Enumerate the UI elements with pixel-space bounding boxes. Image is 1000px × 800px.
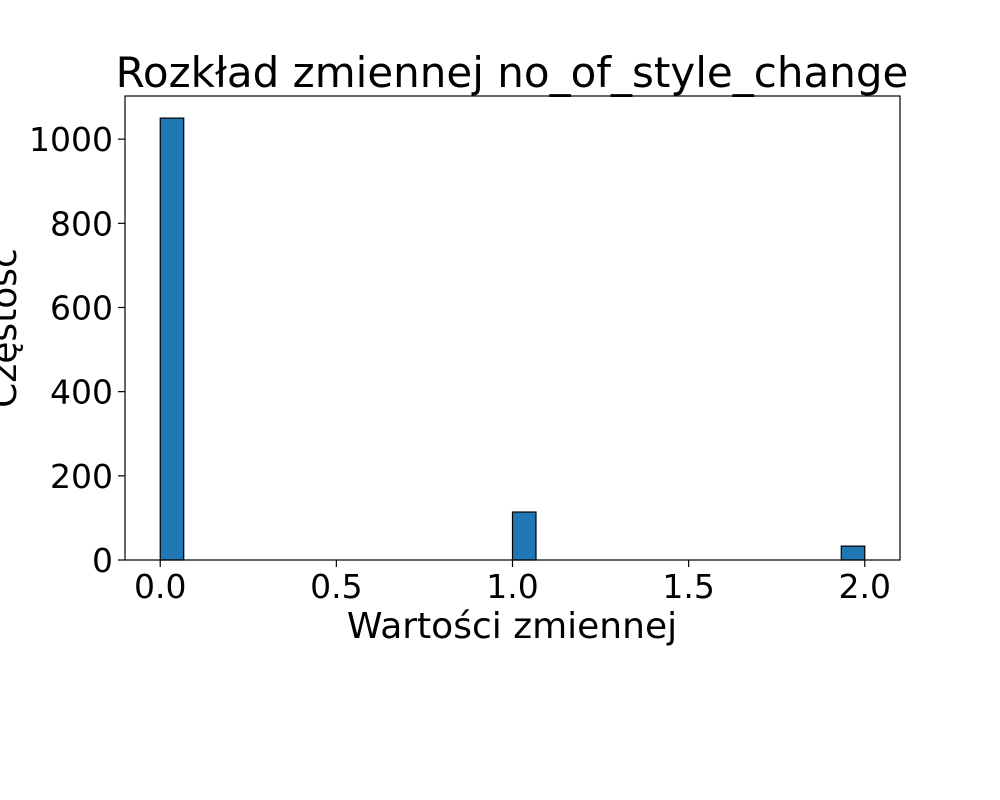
- y-tick-label: 800: [50, 204, 113, 243]
- x-axis-ticks: 0.0 0.5 1.0 1.5 2.0: [134, 560, 891, 606]
- y-tick-label: 1000: [29, 120, 113, 159]
- x-tick-label: 0.5: [310, 567, 362, 606]
- y-tick-label: 600: [50, 288, 113, 327]
- y-tick-label: 0: [92, 541, 113, 580]
- y-axis-label: Częstość: [0, 248, 25, 408]
- histogram-bar-0: [159, 117, 185, 561]
- y-tick-label: 400: [50, 373, 113, 412]
- y-tick-label: 200: [50, 457, 113, 496]
- plot-frame: [124, 95, 901, 561]
- x-axis-label: Wartości zmiennej: [347, 606, 677, 647]
- y-axis-ticks: 0 200 400 600 800 1000: [29, 120, 125, 580]
- x-tick-label: 1.0: [486, 567, 538, 606]
- chart-title: Rozkład zmiennej no_of_style_change: [116, 48, 909, 97]
- x-tick-label: 1.5: [662, 567, 714, 606]
- x-tick-label: 2.0: [839, 567, 891, 606]
- x-tick-label: 0.0: [134, 567, 186, 606]
- bars-group: [159, 117, 866, 561]
- histogram-bar-2: [840, 545, 866, 561]
- histogram-bar-1: [511, 511, 537, 561]
